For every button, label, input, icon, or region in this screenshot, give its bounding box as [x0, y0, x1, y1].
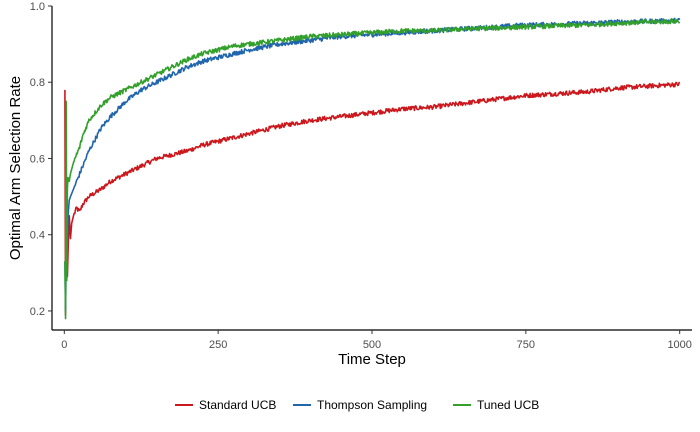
y-tick-label: 0.8	[30, 77, 45, 89]
series-line-standard-ucb	[64, 81, 681, 316]
legend-label-tuned-ucb: Tuned UCB	[477, 398, 539, 412]
y-tick-label: 0.6	[30, 153, 45, 165]
y-axis-title: Optimal Arm Selection Rate	[7, 76, 24, 260]
x-tick-label: 750	[517, 339, 535, 351]
legend-label-thompson-sampling: Thompson Sampling	[317, 398, 427, 412]
series-line-tuned-ucb	[64, 18, 681, 320]
y-tick-label: 1.0	[30, 1, 45, 13]
x-tick-label: 250	[209, 339, 227, 351]
legend-label-standard-ucb: Standard UCB	[199, 398, 276, 412]
x-tick-label: 0	[61, 339, 67, 351]
x-axis-title: Time Step	[338, 351, 406, 368]
legend: Standard UCB Thompson Sampling Tuned UCB	[175, 398, 539, 412]
x-tick-label: 1000	[667, 339, 691, 351]
ticks-layer: 0 250 500 750 1000 0.2 0.4 0.6 0.8 1.0	[30, 1, 692, 351]
series-line-thompson-sampling	[64, 17, 681, 312]
y-tick-label: 0.4	[30, 230, 45, 242]
y-tick-label: 0.2	[30, 306, 45, 318]
series-layer	[64, 17, 681, 320]
x-tick-label: 500	[363, 339, 381, 351]
axes-layer	[51, 6, 692, 331]
